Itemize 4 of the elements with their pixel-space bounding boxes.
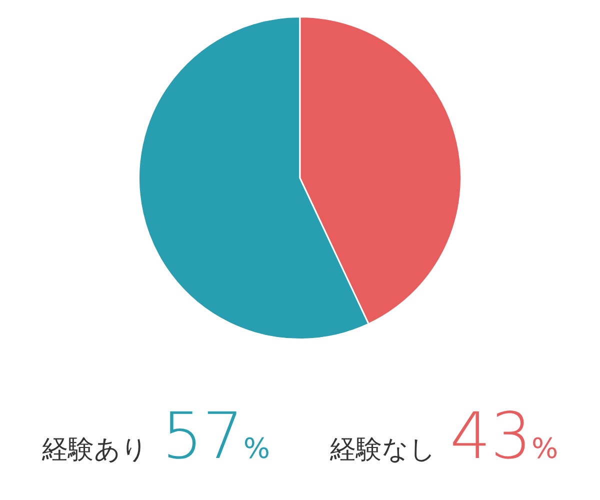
data-label: 57%	[162, 400, 270, 474]
slice-label: 経験あり	[42, 434, 148, 467]
data-label: 43%	[450, 400, 558, 474]
slice-label: 経験なし	[330, 434, 436, 467]
